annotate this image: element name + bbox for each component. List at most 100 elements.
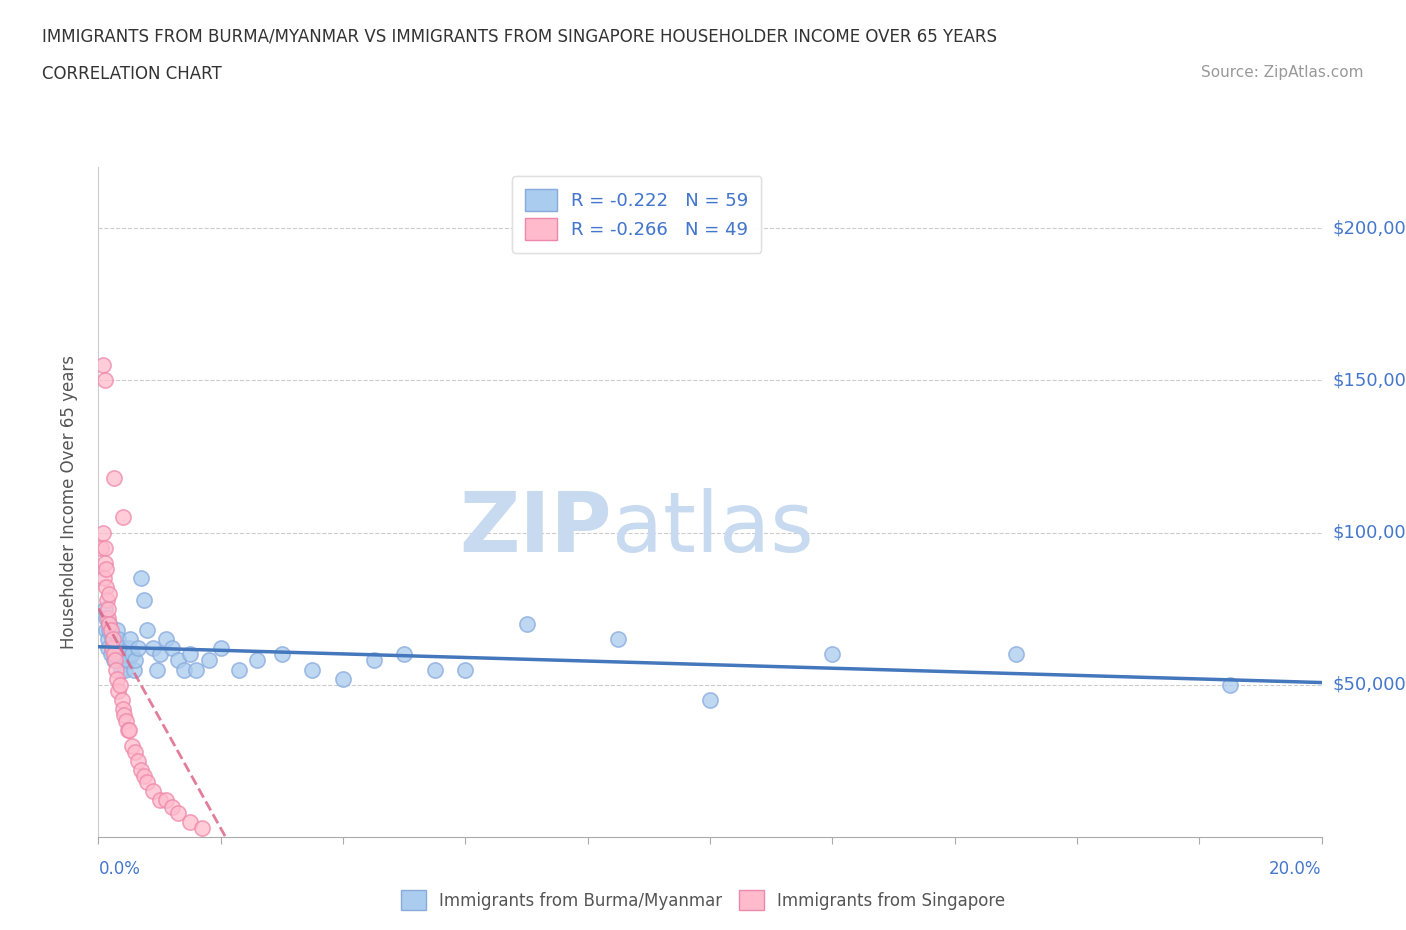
Point xyxy=(124,653,146,668)
Point xyxy=(129,571,152,586)
Point xyxy=(97,631,120,646)
Point xyxy=(96,580,118,595)
Point xyxy=(167,653,190,668)
Point xyxy=(103,647,125,662)
Point xyxy=(246,653,269,668)
Point xyxy=(155,793,177,808)
Point xyxy=(301,906,323,921)
Point xyxy=(93,602,115,617)
Point xyxy=(96,592,118,607)
Point xyxy=(1004,647,1026,662)
Point xyxy=(117,723,139,737)
Point xyxy=(104,662,127,677)
Point xyxy=(105,671,128,686)
Point xyxy=(98,622,121,637)
Point xyxy=(97,617,120,631)
Point xyxy=(101,631,124,646)
Point xyxy=(179,815,201,830)
Point xyxy=(90,540,112,555)
Point xyxy=(209,844,232,859)
Point xyxy=(121,738,143,753)
Point xyxy=(103,471,125,485)
Point xyxy=(93,540,115,555)
Point xyxy=(111,641,134,656)
Point xyxy=(363,653,385,668)
Point xyxy=(111,702,134,717)
Point xyxy=(97,602,120,617)
Point xyxy=(454,662,477,677)
Point xyxy=(101,631,124,646)
Legend: R = -0.222   N = 59, R = -0.266   N = 49: R = -0.222 N = 59, R = -0.266 N = 49 xyxy=(512,177,762,253)
Point xyxy=(97,610,120,625)
Text: $100,000: $100,000 xyxy=(1333,524,1406,541)
Point xyxy=(107,684,129,698)
Point xyxy=(332,671,354,686)
Point xyxy=(122,662,145,677)
Point xyxy=(112,653,135,668)
Text: 0.0%: 0.0% xyxy=(98,860,141,878)
Point xyxy=(115,714,138,729)
Point xyxy=(96,622,118,637)
Point xyxy=(104,647,127,662)
Point xyxy=(516,617,538,631)
Point xyxy=(111,647,134,662)
Point xyxy=(179,647,201,662)
Text: IMMIGRANTS FROM BURMA/MYANMAR VS IMMIGRANTS FROM SINGAPORE HOUSEHOLDER INCOME OV: IMMIGRANTS FROM BURMA/MYANMAR VS IMMIGRA… xyxy=(42,28,997,46)
Point xyxy=(173,662,195,677)
Point xyxy=(120,631,142,646)
Point xyxy=(136,775,159,790)
Point xyxy=(134,769,156,784)
Point xyxy=(118,641,141,656)
Text: atlas: atlas xyxy=(612,488,814,569)
Point xyxy=(97,586,120,601)
Point xyxy=(91,358,114,373)
Point xyxy=(149,793,172,808)
Point xyxy=(104,641,127,656)
Point xyxy=(134,592,156,607)
Point xyxy=(209,641,232,656)
Point xyxy=(110,662,132,677)
Text: CORRELATION CHART: CORRELATION CHART xyxy=(42,65,222,83)
Point xyxy=(112,708,135,723)
Point xyxy=(115,647,138,662)
Point xyxy=(301,662,323,677)
Point xyxy=(149,647,172,662)
Point xyxy=(91,525,114,540)
Point xyxy=(142,784,165,799)
Point xyxy=(108,677,131,692)
Point xyxy=(699,693,721,708)
Text: $150,000: $150,000 xyxy=(1333,371,1406,390)
Point xyxy=(103,653,125,668)
Point xyxy=(129,763,152,777)
Point xyxy=(107,631,129,646)
Point xyxy=(332,921,354,930)
Point xyxy=(142,641,165,656)
Point xyxy=(127,641,149,656)
Point xyxy=(111,693,134,708)
Point xyxy=(94,562,117,577)
Point xyxy=(93,571,115,586)
Point xyxy=(136,622,159,637)
Point xyxy=(270,647,294,662)
Text: $50,000: $50,000 xyxy=(1333,676,1406,694)
Point xyxy=(127,753,149,768)
Point xyxy=(270,884,294,899)
Point xyxy=(186,662,208,677)
Point xyxy=(155,631,177,646)
Point xyxy=(124,744,146,759)
Point xyxy=(160,799,183,814)
Point xyxy=(107,647,129,662)
Point xyxy=(240,860,263,875)
Point xyxy=(160,641,183,656)
Point xyxy=(100,647,122,662)
Point xyxy=(821,647,844,662)
Legend: Immigrants from Burma/Myanmar, Immigrants from Singapore: Immigrants from Burma/Myanmar, Immigrant… xyxy=(394,884,1012,917)
Point xyxy=(94,610,117,625)
Point xyxy=(423,662,446,677)
Point xyxy=(121,647,143,662)
Text: Source: ZipAtlas.com: Source: ZipAtlas.com xyxy=(1201,65,1364,80)
Point xyxy=(607,631,630,646)
Point xyxy=(93,373,115,388)
Point xyxy=(145,662,167,677)
Point xyxy=(392,647,416,662)
